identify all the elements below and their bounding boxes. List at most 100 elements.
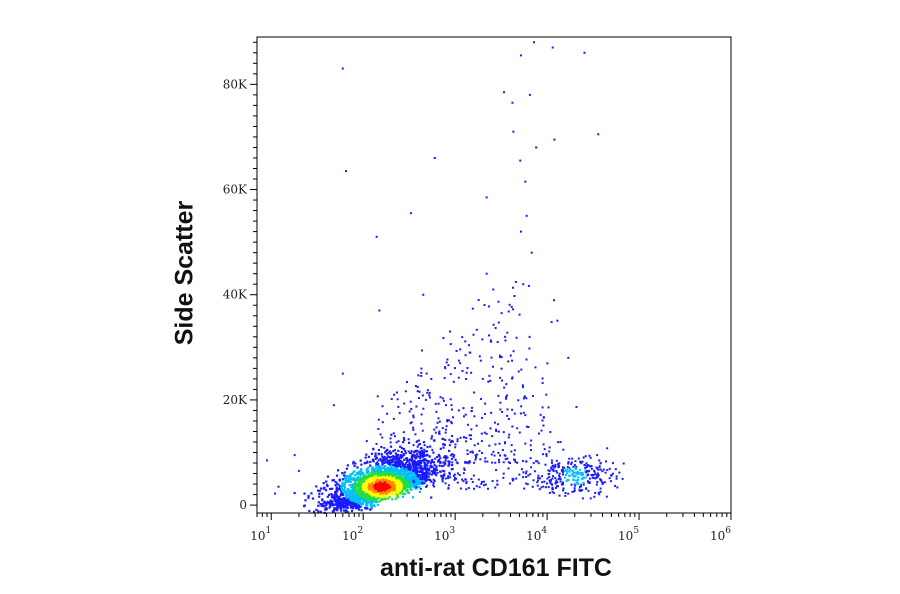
- event-dot: [393, 477, 396, 480]
- event-dot: [409, 470, 413, 473]
- event-dot: [583, 463, 586, 466]
- event-dot: [517, 370, 520, 373]
- event-dot: [575, 471, 578, 474]
- event-dot: [413, 459, 416, 462]
- event-dot: [605, 495, 608, 498]
- event-dot: [553, 466, 556, 469]
- event-dot: [452, 440, 455, 443]
- event-dot: [561, 469, 564, 472]
- event-dot: [497, 451, 500, 454]
- event-dot: [471, 450, 474, 453]
- event-dot: [371, 497, 374, 500]
- event-dot: [405, 480, 408, 483]
- event-dot: [436, 421, 439, 424]
- event-dot: [564, 473, 567, 476]
- event-dot: [406, 489, 409, 492]
- event-dot: [342, 484, 345, 488]
- event-dot: [322, 482, 325, 485]
- event-dot: [577, 482, 580, 485]
- event-dot: [475, 328, 478, 331]
- event-dot: [534, 366, 537, 369]
- event-dot: [372, 496, 375, 499]
- event-dot: [370, 492, 374, 495]
- event-dot: [410, 477, 413, 480]
- event-dot: [541, 381, 544, 384]
- event-dot: [433, 156, 436, 159]
- event-dot: [373, 505, 376, 508]
- event-dot: [407, 438, 410, 441]
- event-dot: [380, 466, 384, 469]
- event-dot: [362, 498, 365, 501]
- event-dot: [597, 491, 600, 494]
- event-dot: [399, 461, 402, 464]
- event-dot: [327, 501, 330, 505]
- event-dot: [494, 443, 497, 446]
- event-dot: [369, 480, 372, 483]
- event-dot: [527, 474, 530, 477]
- event-dot: [405, 381, 408, 384]
- event-dot: [473, 391, 476, 394]
- event-dot: [562, 487, 565, 490]
- event-dot: [412, 470, 415, 473]
- event-dot: [564, 492, 567, 495]
- event-dot: [385, 461, 388, 464]
- event-dot: [390, 485, 393, 489]
- event-dot: [428, 478, 431, 481]
- event-dot: [549, 431, 552, 434]
- event-dot: [522, 386, 525, 389]
- event-dot: [390, 398, 393, 401]
- event-dot: [562, 448, 565, 451]
- event-dot: [346, 496, 350, 499]
- event-dot: [378, 475, 382, 478]
- event-dot: [393, 466, 396, 470]
- event-dot: [405, 457, 408, 460]
- event-dot: [420, 374, 423, 377]
- event-dot: [415, 483, 418, 486]
- event-dot: [437, 417, 440, 420]
- event-dot: [556, 481, 559, 484]
- event-dot: [496, 479, 499, 482]
- event-dot: [600, 479, 603, 482]
- event-dot: [399, 474, 402, 477]
- event-dot: [506, 331, 509, 334]
- event-dot: [377, 459, 380, 462]
- event-dot: [398, 458, 401, 461]
- event-dot: [390, 460, 394, 464]
- event-dot: [331, 494, 334, 497]
- event-dot: [420, 367, 423, 370]
- event-dot: [396, 458, 399, 461]
- event-dot: [433, 479, 436, 482]
- event-dot: [466, 366, 469, 369]
- event-dot: [351, 493, 354, 496]
- event-dot: [519, 159, 522, 162]
- event-dot: [377, 492, 380, 496]
- event-dot: [475, 455, 478, 458]
- event-dot: [609, 480, 612, 483]
- event-dot: [521, 384, 524, 387]
- x-tick-label: 105: [618, 526, 639, 543]
- event-dot: [391, 484, 394, 487]
- event-dot: [571, 457, 574, 460]
- event-dot: [338, 486, 342, 489]
- event-dot: [420, 422, 423, 425]
- event-dot: [394, 478, 397, 481]
- event-dot: [468, 461, 471, 464]
- event-dot: [387, 472, 390, 476]
- event-dot: [318, 489, 321, 493]
- event-dot: [357, 486, 360, 490]
- event-dot: [378, 488, 381, 491]
- event-dot: [496, 423, 499, 426]
- event-dot: [394, 497, 397, 500]
- event-dot: [404, 462, 407, 465]
- event-dot: [554, 486, 557, 489]
- event-dot: [402, 458, 406, 461]
- event-dot: [525, 425, 528, 428]
- event-dot: [408, 483, 412, 486]
- event-dot: [412, 479, 415, 482]
- event-dot: [479, 397, 482, 400]
- event-dot: [416, 455, 419, 458]
- event-dot: [557, 477, 560, 480]
- event-dot: [411, 461, 415, 464]
- event-dot: [365, 440, 368, 443]
- event-dot: [492, 450, 495, 453]
